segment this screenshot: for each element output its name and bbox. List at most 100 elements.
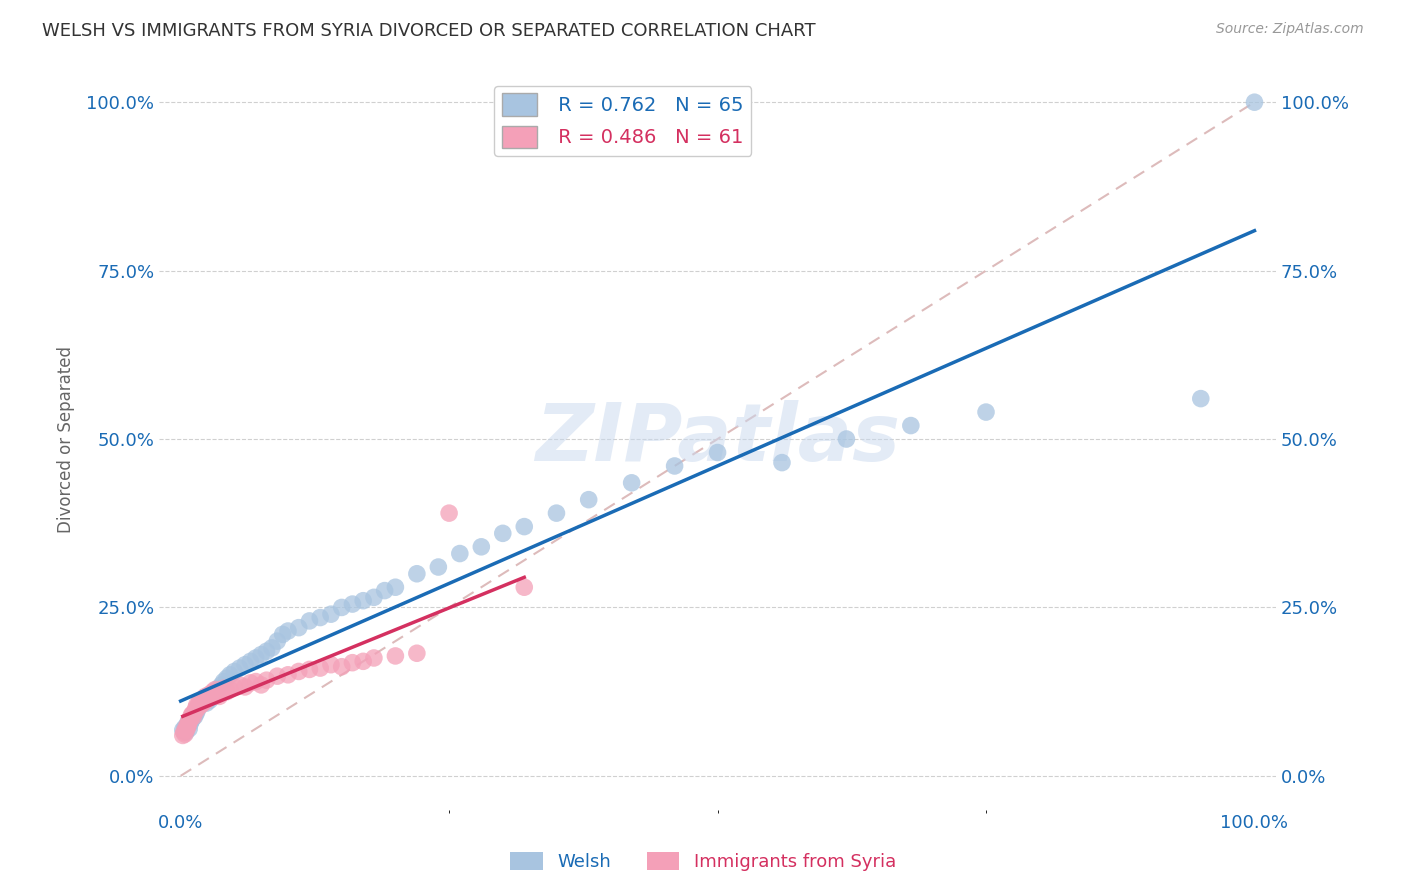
Point <box>298 614 321 628</box>
Point <box>187 700 209 714</box>
Point <box>174 720 197 734</box>
Point <box>287 665 309 679</box>
Point <box>209 678 232 692</box>
Point <box>174 727 197 741</box>
Y-axis label: Divorced or Separated: Divorced or Separated <box>58 345 75 533</box>
Legend:  R = 0.762   N = 65,  R = 0.486   N = 61: R = 0.762 N = 65, R = 0.486 N = 61 <box>494 86 751 156</box>
Point <box>181 712 204 726</box>
Point <box>187 701 209 715</box>
Point <box>186 705 208 719</box>
Point <box>195 696 218 710</box>
Point <box>180 709 202 723</box>
Point <box>183 708 205 723</box>
Point <box>212 674 235 689</box>
Point <box>224 680 246 694</box>
Point <box>271 627 294 641</box>
Point <box>620 475 643 490</box>
Point <box>174 720 197 734</box>
Point <box>173 725 195 739</box>
Point <box>201 688 224 702</box>
Point <box>342 597 364 611</box>
Point <box>384 648 406 663</box>
Point <box>245 651 267 665</box>
Point <box>219 668 242 682</box>
Point <box>352 593 374 607</box>
Point <box>224 665 246 679</box>
Point <box>900 418 922 433</box>
Point <box>256 673 278 688</box>
Point <box>183 705 205 719</box>
Point <box>183 709 205 723</box>
Point <box>195 693 218 707</box>
Point <box>239 676 262 690</box>
Point <box>179 722 201 736</box>
Point <box>363 591 385 605</box>
Point <box>186 698 208 712</box>
Point <box>706 445 728 459</box>
Point <box>449 547 471 561</box>
Point <box>219 682 242 697</box>
Point <box>188 695 211 709</box>
Point <box>427 560 450 574</box>
Point <box>198 693 221 707</box>
Point <box>215 684 238 698</box>
Point <box>233 680 256 694</box>
Point <box>266 669 288 683</box>
Point <box>228 661 250 675</box>
Point <box>287 621 309 635</box>
Point <box>298 662 321 676</box>
Point <box>194 690 217 704</box>
Point <box>319 657 342 672</box>
Point <box>974 405 997 419</box>
Point <box>209 684 232 698</box>
Point <box>179 716 201 731</box>
Point <box>342 656 364 670</box>
Point <box>181 706 204 721</box>
Point <box>319 607 342 622</box>
Point <box>405 566 427 581</box>
Point <box>177 716 200 731</box>
Point <box>177 718 200 732</box>
Point <box>513 580 536 594</box>
Point <box>197 690 219 704</box>
Point <box>330 659 353 673</box>
Text: Source: ZipAtlas.com: Source: ZipAtlas.com <box>1216 22 1364 37</box>
Point <box>197 691 219 706</box>
Point <box>201 684 224 698</box>
Point <box>179 714 201 729</box>
Point <box>172 728 194 742</box>
Point <box>205 687 228 701</box>
Point <box>187 696 209 710</box>
Point <box>256 644 278 658</box>
Point <box>309 610 332 624</box>
Point <box>363 651 385 665</box>
Point <box>250 678 273 692</box>
Point <box>193 691 215 706</box>
Point <box>184 706 207 721</box>
Point <box>260 640 283 655</box>
Point <box>384 580 406 594</box>
Text: ZIPatlas: ZIPatlas <box>536 400 900 478</box>
Point <box>180 714 202 728</box>
Point <box>492 526 515 541</box>
Point <box>239 654 262 668</box>
Point <box>1243 95 1265 110</box>
Point <box>191 695 214 709</box>
Point <box>405 646 427 660</box>
Point <box>198 690 221 704</box>
Point <box>309 661 332 675</box>
Point <box>207 681 229 696</box>
Point <box>212 681 235 696</box>
Point <box>1189 392 1212 406</box>
Point <box>578 492 600 507</box>
Point <box>770 456 793 470</box>
Point <box>172 723 194 737</box>
Point <box>204 682 226 697</box>
Point <box>193 696 215 710</box>
Point <box>208 690 231 704</box>
Point <box>176 718 198 732</box>
Point <box>374 583 396 598</box>
Point <box>193 691 215 706</box>
Point <box>179 712 201 726</box>
Point <box>197 688 219 702</box>
